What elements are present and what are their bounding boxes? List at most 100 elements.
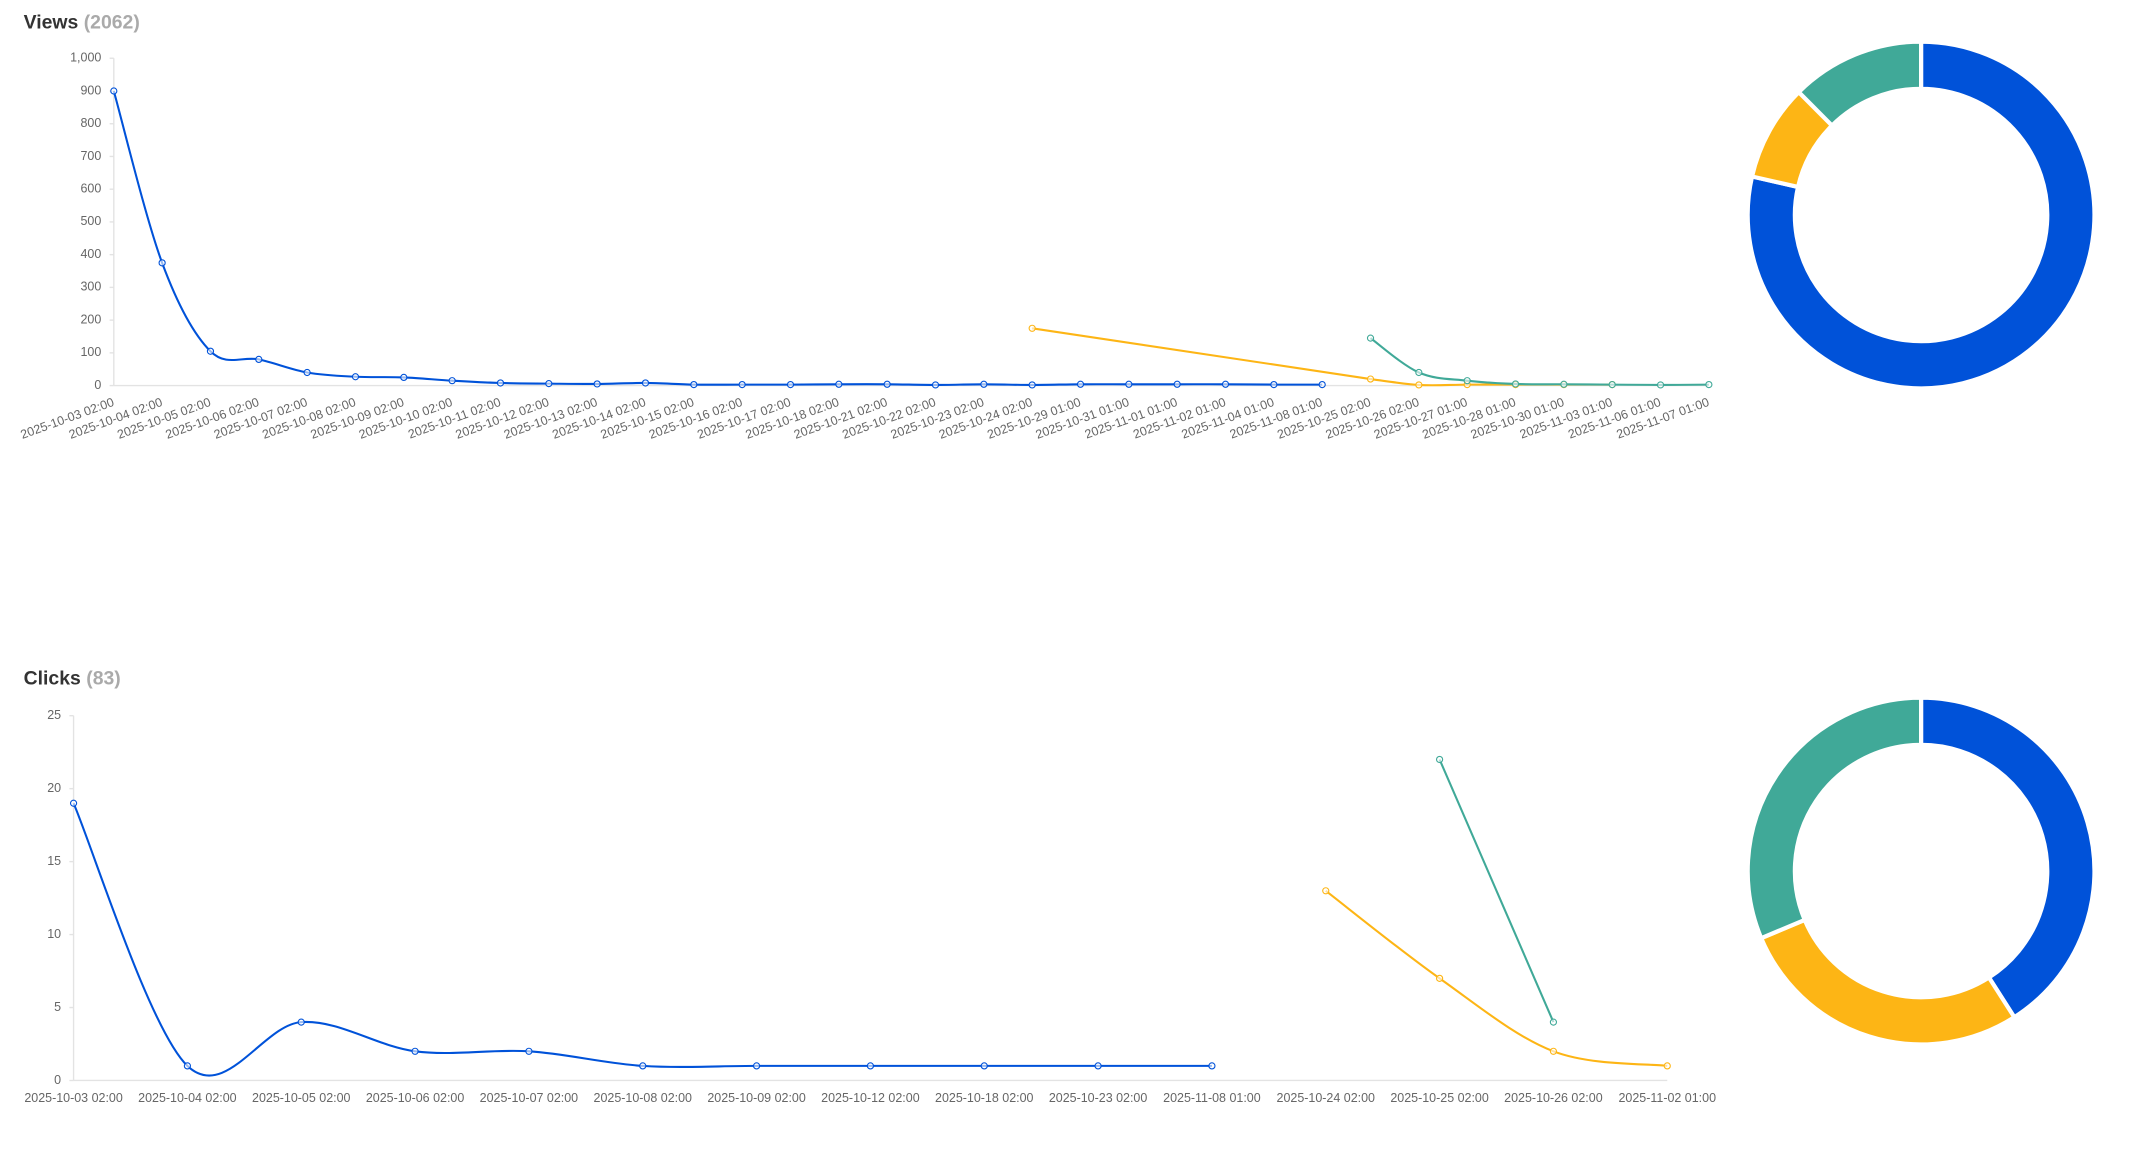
donut-chart <box>1745 39 2097 391</box>
data-point <box>1511 380 1520 388</box>
data-point <box>448 377 456 385</box>
x-tick-label: 2025-10-03 02:00 <box>24 1091 123 1105</box>
donut-segment <box>1919 695 2097 1021</box>
data-point <box>1318 381 1326 389</box>
data-point <box>297 1018 305 1026</box>
data-point <box>1270 381 1278 389</box>
x-tick-label: 2025-10-09 02:00 <box>707 1091 806 1105</box>
data-point <box>1549 1047 1558 1055</box>
series-line <box>72 802 1212 1077</box>
data-point <box>1415 381 1423 389</box>
y-tick-label: 10 <box>47 927 61 941</box>
data-point <box>641 379 650 387</box>
donut-segment <box>1745 39 2097 391</box>
data-point <box>1705 381 1713 389</box>
y-tick-label: 15 <box>47 854 61 868</box>
data-point <box>883 380 891 388</box>
x-tick-label: 2025-10-25 02:00 <box>1390 1091 1489 1105</box>
data-point <box>980 1062 988 1070</box>
data-point <box>738 381 746 389</box>
data-point <box>69 799 78 807</box>
series-line <box>112 90 1323 386</box>
data-point <box>525 1047 533 1055</box>
data-point <box>1463 377 1471 385</box>
donut-segment <box>1795 39 1924 129</box>
y-tick-label: 400 <box>81 247 102 261</box>
y-tick-label: 1,000 <box>70 51 101 65</box>
data-point <box>593 380 601 388</box>
donut-segment <box>1758 917 2018 1047</box>
data-point <box>411 1047 419 1055</box>
x-tick-label: 2025-11-08 01:00 <box>1163 1091 1261 1105</box>
y-tick-label: 100 <box>81 345 102 359</box>
data-point <box>1366 334 1375 342</box>
data-point <box>400 373 408 382</box>
data-point <box>1366 375 1375 383</box>
y-tick-label: 800 <box>81 116 102 130</box>
y-tick-label: 900 <box>81 83 102 97</box>
series-line <box>1325 889 1668 1067</box>
data-point <box>303 368 311 377</box>
y-tick-label: 25 <box>47 708 61 722</box>
data-point <box>639 1062 647 1070</box>
data-point <box>1076 380 1085 388</box>
title-text: Clicks <box>24 668 81 690</box>
data-point <box>110 87 118 95</box>
y-tick-label: 20 <box>47 781 61 795</box>
data-point <box>1221 380 1230 388</box>
data-point <box>1608 381 1616 389</box>
section-title: Clicks (83) <box>24 668 121 690</box>
x-tick-label: 2025-11-02 01:00 <box>1618 1091 1716 1105</box>
data-point <box>183 1062 192 1070</box>
data-point <box>1549 1018 1558 1026</box>
title-count: (83) <box>86 668 121 690</box>
y-tick-label: 200 <box>81 312 102 326</box>
donut-segment <box>1745 695 1924 941</box>
x-tick-label: 2025-10-05 02:00 <box>252 1091 351 1105</box>
data-point <box>931 381 940 389</box>
data-point <box>1028 381 1036 389</box>
title-text: Views <box>24 12 79 34</box>
series-line <box>1438 759 1555 1023</box>
y-tick-label: 0 <box>54 1073 61 1087</box>
y-tick-label: 700 <box>81 149 102 163</box>
data-point <box>1173 380 1181 388</box>
data-point <box>496 379 505 387</box>
series-line-bridge <box>1032 327 1371 381</box>
title-count: (2062) <box>84 12 140 34</box>
section-title: Views (2062) <box>24 12 140 34</box>
data-point <box>1435 974 1444 982</box>
data-point <box>866 1062 875 1070</box>
y-tick-label: 0 <box>94 378 101 392</box>
data-point <box>786 381 795 389</box>
data-point <box>1028 324 1036 332</box>
data-point <box>1125 380 1133 388</box>
data-point <box>1208 1062 1216 1070</box>
y-tick-label: 600 <box>81 181 102 195</box>
x-tick-label: 2025-10-08 02:00 <box>594 1091 693 1105</box>
data-point <box>835 380 843 388</box>
data-point <box>545 380 553 388</box>
line-chart: Clicks (83) 0 5 10 15 20 25 2025-10-03 02:00 202… <box>24 668 1716 1105</box>
y-tick-label: 5 <box>54 1000 61 1014</box>
data-point <box>351 373 360 381</box>
data-point <box>1663 1062 1671 1070</box>
data-point <box>980 380 988 388</box>
x-tick-label: 2025-10-12 02:00 <box>821 1091 920 1105</box>
y-tick-label: 500 <box>81 214 102 228</box>
data-point <box>1094 1062 1102 1070</box>
x-tick-label: 2025-10-04 02:00 <box>138 1091 237 1105</box>
data-point <box>1415 368 1423 377</box>
data-point <box>752 1062 761 1070</box>
data-point <box>206 347 215 355</box>
x-tick-label: 2025-10-07 02:00 <box>480 1091 579 1105</box>
data-point <box>690 381 698 389</box>
data-point <box>1560 380 1568 388</box>
line-chart: Views (2062) 0 100 200 300 400 500 600 700 800 900… <box>19 12 1713 442</box>
data-point <box>158 259 166 267</box>
x-tick-label: 2025-10-24 02:00 <box>1277 1091 1376 1105</box>
series-line <box>1369 337 1709 386</box>
data-point <box>1435 755 1444 764</box>
